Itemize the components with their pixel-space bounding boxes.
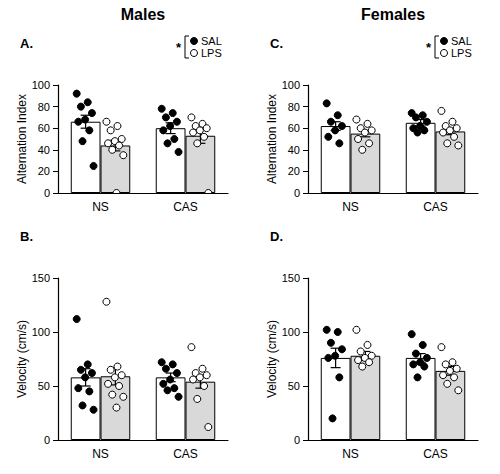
svg-text:Velocity (cm/s): Velocity (cm/s): [15, 320, 29, 398]
svg-text:SAL: SAL: [201, 35, 222, 47]
svg-text:NS: NS: [92, 200, 109, 214]
svg-text:CAS: CAS: [173, 200, 198, 214]
svg-text:LPS: LPS: [451, 47, 472, 59]
svg-text:100: 100: [32, 326, 50, 338]
svg-text:Males: Males: [121, 6, 166, 23]
svg-text:150: 150: [32, 272, 50, 284]
svg-text:50: 50: [38, 380, 50, 392]
svg-text:NS: NS: [92, 447, 109, 461]
svg-text:CAS: CAS: [423, 200, 448, 214]
svg-text:*: *: [176, 40, 182, 55]
svg-text:40: 40: [288, 144, 300, 156]
svg-text:C.: C.: [270, 36, 283, 51]
svg-text:20: 20: [288, 165, 300, 177]
svg-text:50: 50: [288, 380, 300, 392]
svg-text:60: 60: [38, 122, 50, 134]
svg-text:CAS: CAS: [173, 447, 198, 461]
svg-text:0: 0: [44, 434, 50, 446]
svg-text:Velocity (cm/s): Velocity (cm/s): [265, 320, 279, 398]
svg-text:0: 0: [294, 187, 300, 199]
svg-text:80: 80: [288, 101, 300, 113]
svg-text:0: 0: [294, 434, 300, 446]
svg-text:B.: B.: [20, 229, 33, 244]
svg-text:*: *: [426, 40, 432, 55]
svg-text:Alternation Index: Alternation Index: [265, 94, 279, 184]
svg-text:150: 150: [282, 272, 300, 284]
svg-text:NS: NS: [342, 200, 359, 214]
svg-text:100: 100: [282, 326, 300, 338]
svg-text:Alternation Index: Alternation Index: [15, 94, 29, 184]
svg-text:100: 100: [32, 79, 50, 91]
svg-text:60: 60: [288, 122, 300, 134]
svg-text:SAL: SAL: [451, 35, 472, 47]
svg-text:LPS: LPS: [201, 47, 222, 59]
svg-text:40: 40: [38, 144, 50, 156]
svg-text:80: 80: [38, 101, 50, 113]
svg-text:20: 20: [38, 165, 50, 177]
svg-text:100: 100: [282, 79, 300, 91]
svg-text:D.: D.: [270, 229, 283, 244]
svg-text:NS: NS: [342, 447, 359, 461]
svg-text:Females: Females: [361, 6, 425, 23]
svg-text:A.: A.: [20, 36, 33, 51]
svg-text:0: 0: [44, 187, 50, 199]
svg-text:CAS: CAS: [423, 447, 448, 461]
